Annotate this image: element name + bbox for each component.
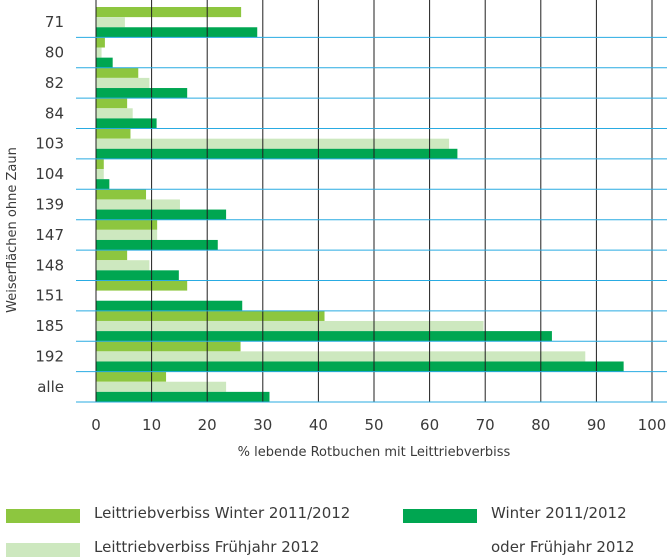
bar-chart: 71 80 82 84 103 104 139 147 148 151 185 192 alle 0 10…	[5, 0, 667, 460]
x-tick-label-40: 40	[309, 416, 328, 434]
grid-group	[76, 0, 667, 403]
bar-103-series-2	[96, 138, 450, 149]
bar-185-series-3	[96, 331, 552, 342]
category-label-148: 148	[35, 256, 64, 274]
x-tick-label-90: 90	[587, 416, 606, 434]
bar-82-series-3	[96, 88, 188, 99]
bar-139-series-2	[96, 199, 180, 210]
bar-148-series-2	[96, 260, 150, 271]
bar-alle-series-3	[96, 391, 270, 402]
bar-80-series-2	[96, 47, 102, 58]
y-axis-title: Weiserflächen ohne Zaun	[5, 147, 20, 313]
x-tick-label-100: 100	[638, 416, 667, 434]
legend-label-fruehjahr: Leittriebverbiss Frühjahr 2012	[94, 538, 320, 556]
bar-192-series-2	[96, 351, 586, 362]
bar-139-series-1	[96, 189, 147, 200]
x-tick-label-30: 30	[253, 416, 272, 434]
bar-80-series-3	[96, 57, 113, 68]
bar-71-series-3	[96, 27, 258, 38]
category-label-80: 80	[45, 44, 64, 62]
bar-103-series-1	[96, 128, 131, 139]
bar-151-series-3	[96, 300, 243, 311]
x-tick-label-50: 50	[364, 416, 383, 434]
bar-104-series-3	[96, 179, 110, 190]
bars-group	[96, 7, 624, 402]
legend-swatch-winter	[6, 509, 80, 523]
bar-147-series-1	[96, 219, 158, 230]
bar-147-series-3	[96, 239, 218, 251]
bar-84-series-3	[96, 118, 157, 129]
bar-185-series-2	[96, 320, 484, 332]
x-tick-label-10: 10	[142, 416, 161, 434]
bar-148-series-1	[96, 250, 128, 261]
x-tick-label-0: 0	[91, 416, 101, 434]
bar-185-series-1	[96, 310, 325, 321]
bar-80-series-1	[96, 37, 105, 48]
category-label-185: 185	[35, 317, 64, 335]
bar-82-series-2	[96, 77, 150, 89]
bar-139-series-3	[96, 209, 227, 220]
bar-104-series-1	[96, 158, 104, 170]
bar-alle-series-2	[96, 381, 227, 392]
bar-104-series-2	[96, 169, 104, 180]
legend-label-winter: Leittriebverbiss Winter 2011/2012	[94, 504, 351, 522]
x-tick-labels: 0 10 20 30 40 50 60 70 80 90 100	[91, 416, 666, 434]
bar-84-series-1	[96, 98, 128, 109]
legend-label-combined-line2: oder Frühjahr 2012	[491, 538, 635, 556]
bar-alle-series-1	[96, 371, 167, 382]
category-label-139: 139	[35, 196, 64, 214]
x-tick-label-60: 60	[420, 416, 439, 434]
bar-84-series-2	[96, 108, 133, 119]
legend-swatch-combined	[403, 509, 477, 523]
x-tick-label-20: 20	[198, 416, 217, 434]
bar-151-series-1	[96, 280, 188, 291]
category-label-alle: alle	[37, 378, 64, 396]
category-labels: 71 80 82 84 103 104 139 147 148 151 185 192 alle	[35, 13, 64, 396]
category-label-84: 84	[45, 104, 64, 122]
x-tick-label-80: 80	[531, 416, 550, 434]
bar-71-series-1	[96, 7, 242, 18]
bar-192-series-1	[96, 341, 241, 352]
category-label-71: 71	[45, 13, 64, 31]
legend-swatch-fruehjahr	[6, 543, 80, 557]
bar-82-series-1	[96, 67, 139, 78]
x-axis-title: % lebende Rotbuchen mit Leittriebverbiss	[238, 445, 511, 460]
bar-147-series-2	[96, 229, 158, 240]
category-label-103: 103	[35, 135, 64, 153]
category-label-82: 82	[45, 74, 64, 92]
legend: Leittriebverbiss Winter 2011/2012 Leittr…	[0, 500, 667, 559]
category-label-192: 192	[35, 347, 64, 365]
category-label-104: 104	[35, 165, 64, 183]
legend-label-combined: Winter 2011/2012	[491, 504, 627, 522]
bar-71-series-2	[96, 17, 125, 28]
x-tick-label-70: 70	[476, 416, 495, 434]
bar-103-series-3	[96, 148, 458, 159]
category-label-147: 147	[35, 226, 64, 244]
bar-192-series-3	[96, 361, 624, 372]
category-label-151: 151	[35, 287, 64, 305]
bar-148-series-3	[96, 270, 179, 281]
